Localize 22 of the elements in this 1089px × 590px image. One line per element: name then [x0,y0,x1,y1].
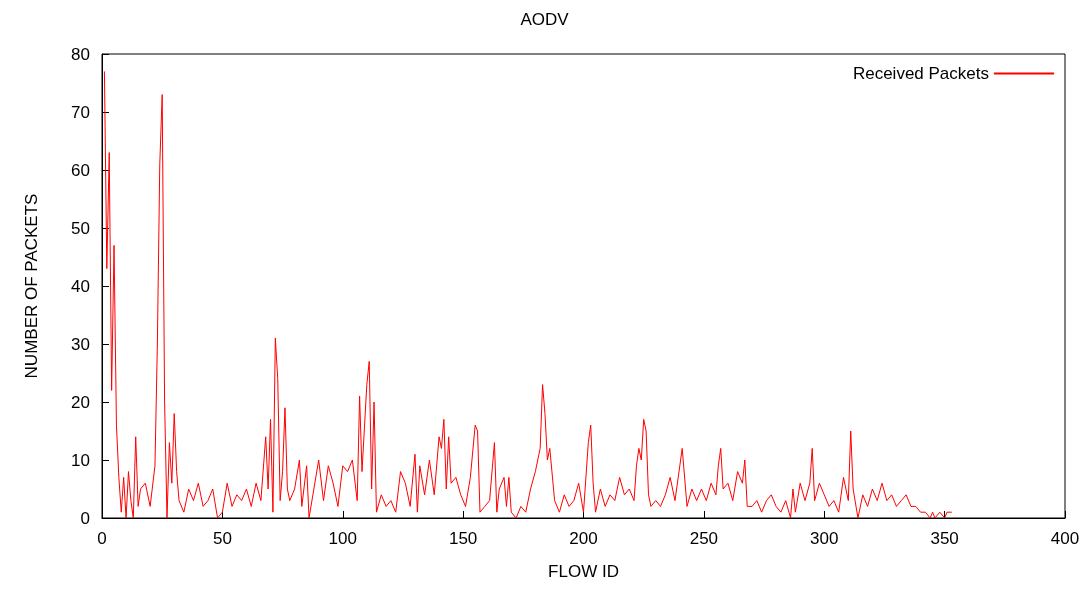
y-tick-label: 30 [71,334,90,354]
y-tick-label: 60 [71,160,90,180]
x-tick-label: 50 [212,529,232,548]
x-tick-label: 300 [810,529,839,548]
x-axis-title: FLOW ID [548,562,619,581]
x-tick-label: 0 [97,529,107,548]
x-tick-label: 100 [328,529,357,548]
y-tick-label: 80 [71,44,90,64]
legend-label: Received Packets [852,64,989,83]
y-tick-label: 70 [71,102,90,122]
y-tick-label: 0 [80,508,90,528]
y-tick-label: 50 [71,218,90,238]
x-tick-label: 150 [448,529,478,548]
y-tick-label: 40 [71,276,90,296]
x-tick-label: 250 [689,529,719,548]
y-axis-title: NUMBER OF PACKETS [22,193,41,379]
x-tick-label: 200 [569,529,598,548]
y-tick-label: 20 [71,392,90,412]
y-tick-label: 10 [71,450,90,470]
x-tick-label: 350 [930,529,959,548]
chart-title: AODV [520,10,570,29]
x-tick-label: 400 [1050,529,1080,548]
